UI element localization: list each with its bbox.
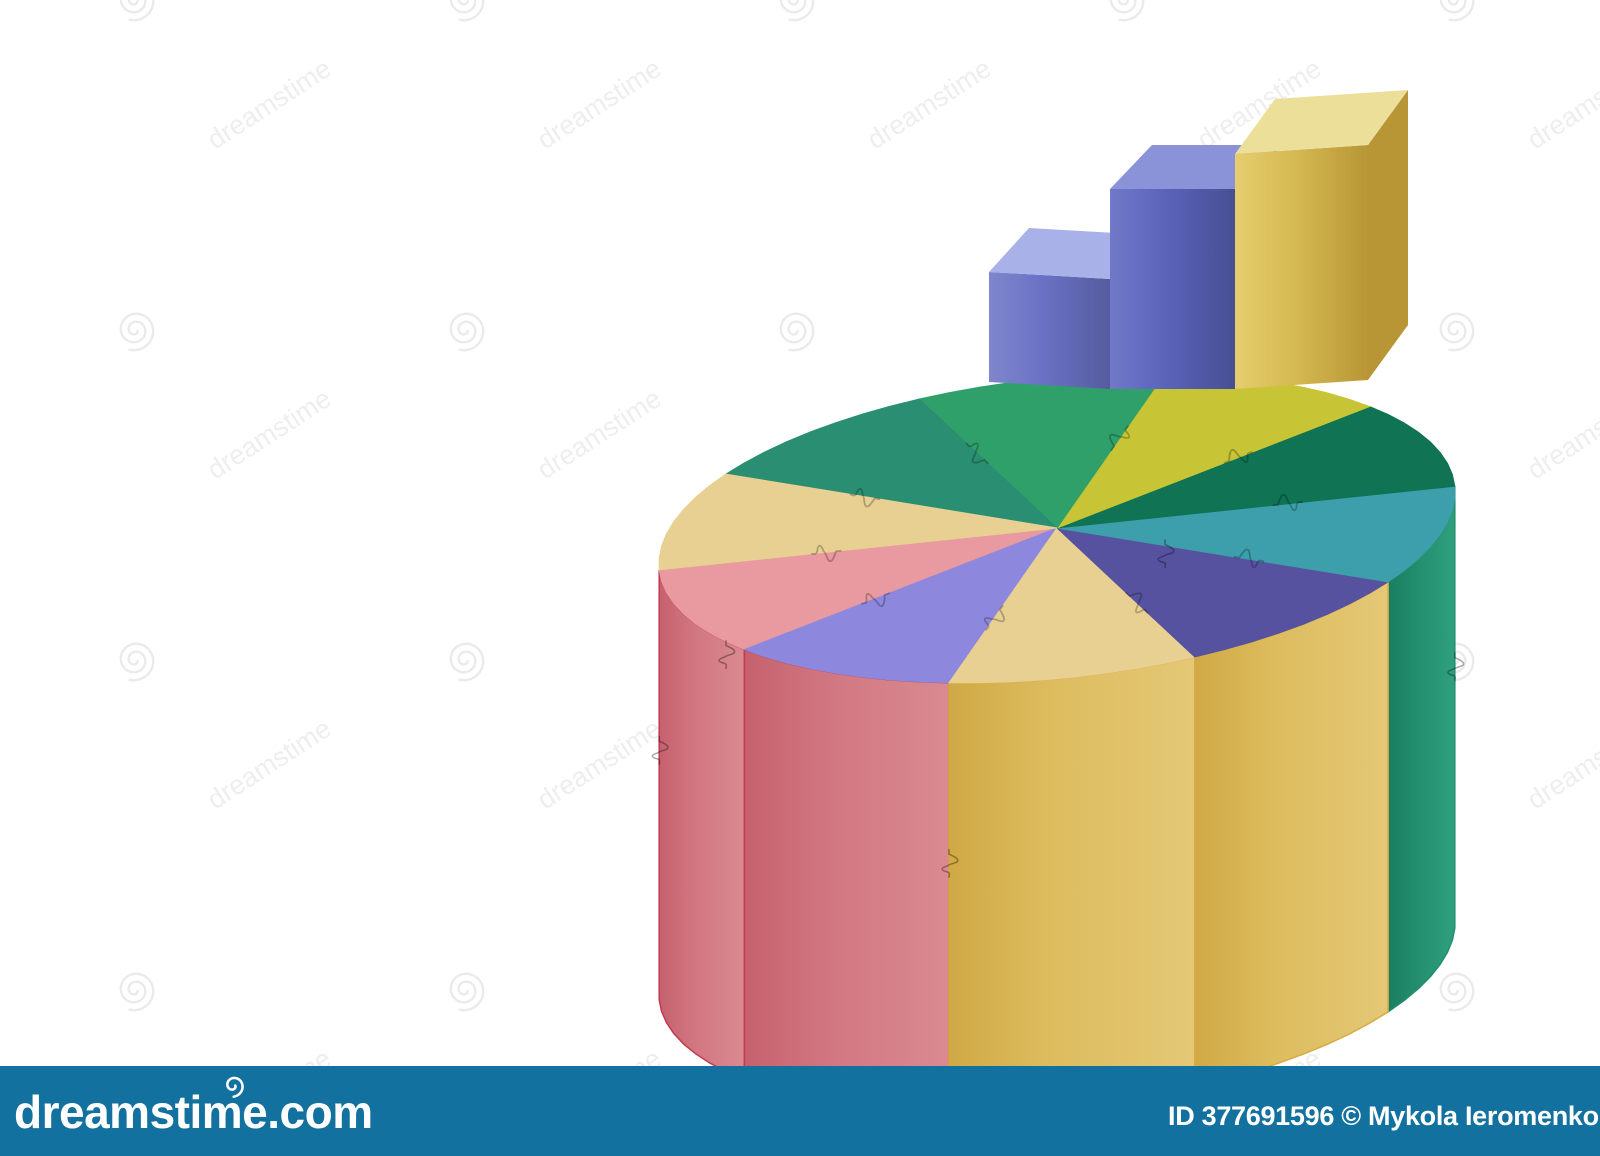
svg-text:ID 377691596 © Mykola Ieromenk: ID 377691596 © Mykola Ieromenko [1168,1101,1599,1131]
svg-text:dreamstime.com: dreamstime.com [14,1086,373,1138]
